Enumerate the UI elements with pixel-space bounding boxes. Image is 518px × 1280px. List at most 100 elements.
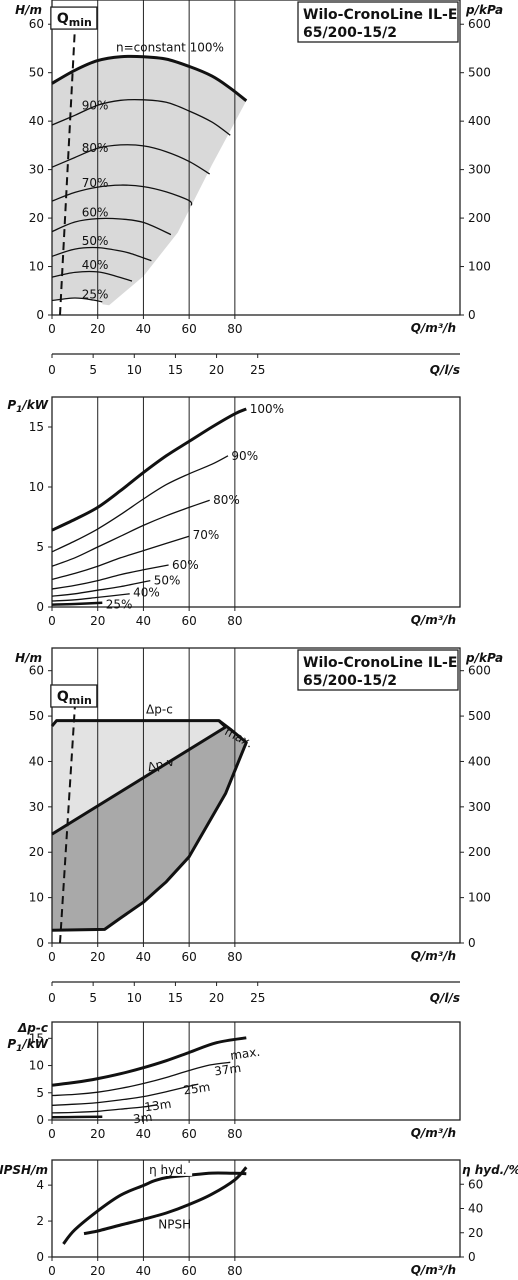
- hq_dp_control-title-line2: 65/200-15/2: [303, 673, 397, 689]
- hq_dp_control-ytick-label-0: 0: [36, 936, 44, 950]
- fill-layer: [52, 56, 247, 931]
- npsh_efficiency-ylabel: NPSH/m: [0, 1163, 48, 1177]
- npsh_efficiency-xtick-label-20: 20: [90, 1264, 105, 1278]
- power_variable_speed-curve-label-90: 90%: [231, 449, 258, 463]
- hq_dp_control-ytick-label-50: 50: [29, 709, 44, 723]
- hq_variable_speed-y2tick-label-300: 300: [468, 163, 491, 177]
- q_litres_axis-tick-label-20: 20: [209, 363, 224, 377]
- power_variable_speed-curve-label-100: 100%: [250, 402, 284, 416]
- hq_variable_speed-y2tick-label-400: 400: [468, 114, 491, 128]
- power_dp_control-ytick-label-0: 0: [36, 1113, 44, 1127]
- hq_variable_speed-curve-70: [51, 184, 193, 206]
- power_variable_speed-ytick-label-5: 5: [36, 540, 44, 554]
- power_dp_control-curve-label-13m: 13m: [144, 1097, 173, 1115]
- power_dp_control-curve-label-max: max.: [229, 1045, 261, 1063]
- hq_variable_speed-curve-label-90: 90%: [82, 99, 109, 113]
- hq_variable_speed-xtick-label-60: 60: [182, 322, 197, 336]
- hq_variable_speed-xtick-label-80: 80: [227, 322, 242, 336]
- hq_dp_control-ytick-label-20: 20: [29, 845, 44, 859]
- q_litres_axis-tick-label-5: 5: [89, 363, 97, 377]
- power_variable_speed-frame: [51, 396, 461, 608]
- hq_dp_control-title-line1: Wilo-CronoLine IL-E: [303, 655, 457, 671]
- hq_dp_control-xtick-label-60: 60: [182, 950, 197, 964]
- npsh_efficiency-y2tick-label-0: 0: [468, 1250, 476, 1264]
- hq_dp_control-xtick-label-0: 0: [48, 950, 56, 964]
- power_variable_speed-curve-label-50: 50%: [154, 574, 181, 588]
- hq_variable_speed-qmin-label: Qmin: [57, 11, 92, 29]
- power_variable_speed-xtick-label-60: 60: [182, 614, 197, 628]
- hq_variable_speed-title-box: [297, 1, 459, 43]
- hq_variable_speed-ytick-label-40: 40: [29, 114, 44, 128]
- npsh_efficiency-xtick-label-60: 60: [182, 1264, 197, 1278]
- hq_dp_control-ylabel: H/m: [15, 651, 42, 665]
- power_dp_control-curve-3m: [51, 1115, 103, 1119]
- q_litres_axis-label: Q/l/s: [430, 363, 460, 377]
- power_variable_speed-curve-100: [51, 407, 247, 532]
- hq_variable_speed-ytick-label-20: 20: [29, 211, 44, 225]
- hq_variable_speed-curve-40: [51, 270, 133, 282]
- hq_variable_speed-ytick-label-30: 30: [29, 163, 44, 177]
- hq_dp_control-y2tick-label-100: 100: [468, 891, 491, 905]
- npsh_efficiency-frame: [51, 1159, 461, 1258]
- hq_variable_speed-ylabel: H/m: [15, 3, 42, 17]
- power_dp_control-curve-37m: [51, 1061, 231, 1097]
- npsh_efficiency-curve-npsh: [83, 1166, 248, 1236]
- power_variable_speed-curve-50: [51, 579, 151, 597]
- hq_dp_control-qmin-box: [50, 684, 98, 708]
- hq_variable_speed-curve-80: [51, 144, 211, 175]
- hq_variable_speed-xtick-label-20: 20: [90, 322, 105, 336]
- power_dp_control-ytick-label-10: 10: [29, 1059, 44, 1073]
- power_dp_control-curve-label-37m: 37m: [213, 1061, 242, 1079]
- npsh_efficiency-ytick-label-4: 4: [36, 1178, 44, 1192]
- hq_dp_control-title-box: [297, 649, 459, 691]
- power_dp_control-xlabel: Q/m³/h: [411, 1126, 456, 1140]
- power_dp_control-ylabel-top: Δp-c: [17, 1021, 48, 1035]
- power_variable_speed-xtick-label-80: 80: [227, 614, 242, 628]
- power_variable_speed-xlabel: Q/m³/h: [411, 613, 456, 627]
- q_litres_axis_2-tick-label-20: 20: [209, 991, 224, 1005]
- npsh_efficiency-curve-label-npsh: NPSH: [158, 1217, 191, 1231]
- hq_variable_speed-curve-50: [51, 246, 152, 262]
- hq_variable_speed-xtick-label-0: 0: [48, 322, 56, 336]
- power_dp_control-frame: [51, 1021, 461, 1121]
- hq_dp_control-qmin-label: Qmin: [57, 689, 92, 707]
- npsh_efficiency-ytick-label-0: 0: [36, 1250, 44, 1264]
- hq_variable_speed-title-line1: Wilo-CronoLine IL-E: [303, 7, 457, 23]
- hq_dp_control-ytick-label-40: 40: [29, 754, 44, 768]
- power_dp_control-ytick-label-15: 15: [29, 1031, 44, 1045]
- hq_variable_speed-xlabel: Q/m³/h: [411, 321, 456, 335]
- hq_variable_speed-curve-label-70: 70%: [82, 176, 109, 190]
- hq_dp_control-curve-label-p-v: Δp-v: [146, 754, 176, 774]
- npsh_efficiency-y2tick-label-60: 60: [468, 1177, 483, 1191]
- hq_variable_speed-y2tick-label-0: 0: [468, 308, 476, 322]
- q_litres_axis_2-tick-label-0: 0: [48, 991, 56, 1005]
- hq_variable_speed-title-line2: 65/200-15/2: [303, 25, 397, 41]
- grid-layer: [48, 0, 464, 1261]
- hq_variable_speed-y2tick-label-600: 600: [468, 17, 491, 31]
- hq_variable_speed-ytick-label-10: 10: [29, 260, 44, 274]
- q_litres_axis_2-label: Q/l/s: [430, 991, 460, 1005]
- power_dp_control-curve-max: [51, 1036, 247, 1087]
- hq_variable_speed-curve-25: [51, 297, 103, 303]
- npsh_efficiency-xlabel: Q/m³/h: [411, 1263, 456, 1277]
- hq_dp_control-curve-max: [51, 719, 248, 932]
- power_variable_speed-xtick-label-20: 20: [90, 614, 105, 628]
- npsh_efficiency-curve-hyd: [62, 1171, 247, 1245]
- power_variable_speed-curve-80: [51, 499, 210, 567]
- hq_dp_control-ytick-label-10: 10: [29, 891, 44, 905]
- hq_variable_speed-curve-label-40: 40%: [82, 258, 109, 272]
- hq_dp_control-y2label: p/kPa: [465, 651, 503, 665]
- power_variable_speed-xtick-label-0: 0: [48, 614, 56, 628]
- hq_dp_control-light-region: [52, 720, 247, 835]
- hq_variable_speed-y2tick-label-500: 500: [468, 66, 491, 80]
- q_litres_axis-tick-label-0: 0: [48, 363, 56, 377]
- power_dp_control-curve-25m: [51, 1083, 199, 1106]
- q_litres_axis-tick-label-25: 25: [250, 363, 265, 377]
- power_variable_speed-curve-90: [51, 455, 229, 553]
- hq_dp_control-xtick-label-20: 20: [90, 950, 105, 964]
- power_variable_speed-curve-label-25: 25%: [106, 598, 133, 612]
- power_variable_speed-curve-label-80: 80%: [213, 493, 240, 507]
- q_litres_axis-tick-label-15: 15: [168, 363, 183, 377]
- hq_variable_speed-curve-label-n-constant-100: n=constant 100%: [116, 40, 224, 54]
- power_dp_control-xtick-label-40: 40: [136, 1127, 151, 1141]
